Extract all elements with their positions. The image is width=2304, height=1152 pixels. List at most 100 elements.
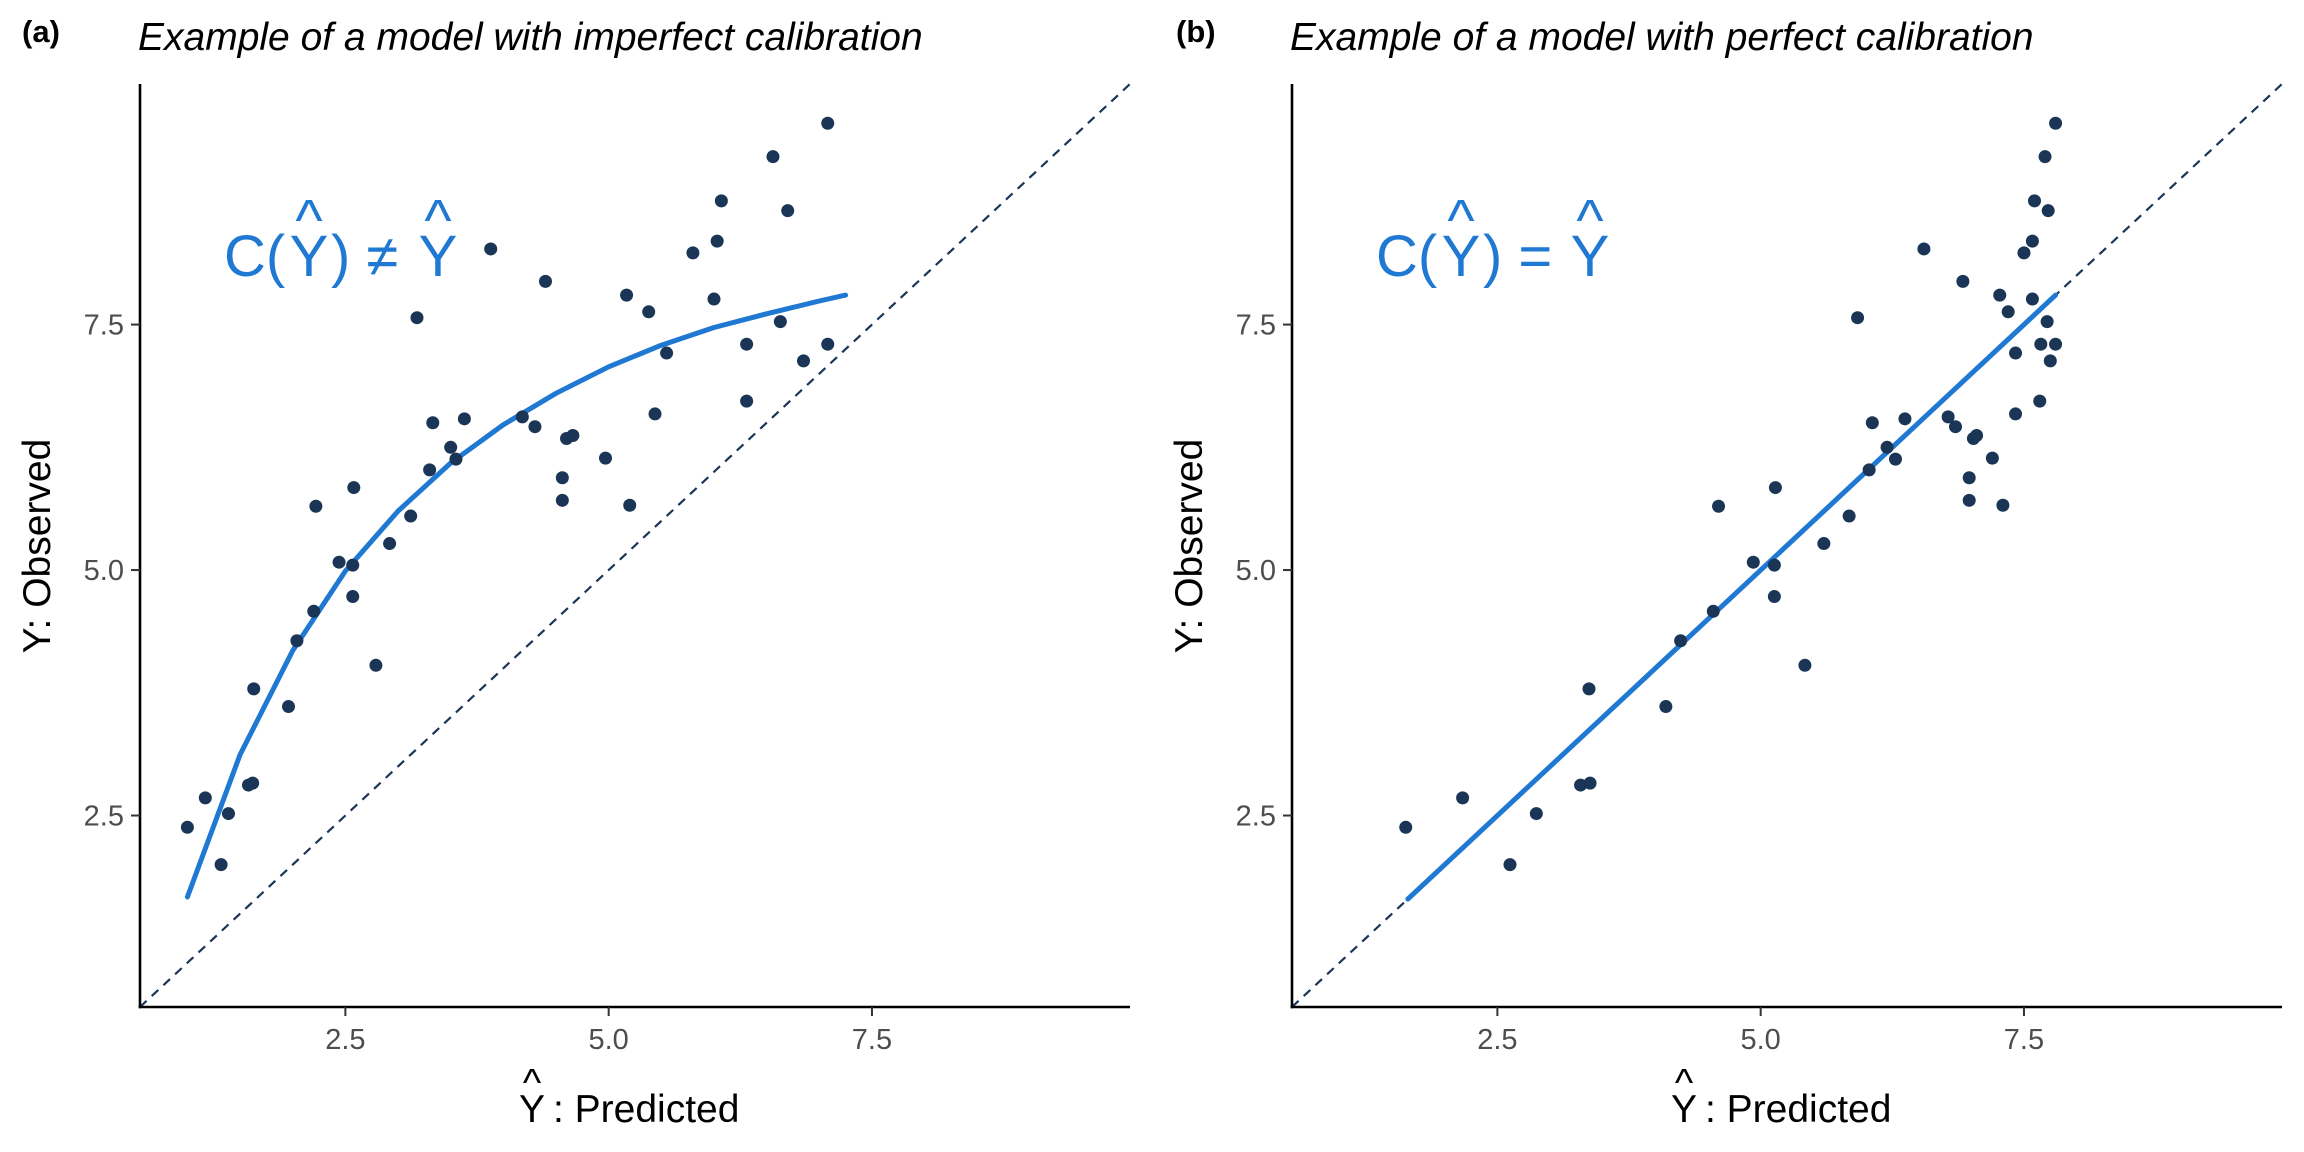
panel-b-data-point — [2049, 116, 2063, 130]
panel-a-data-point — [773, 315, 787, 329]
panel-b-tag: (b) — [1176, 14, 1216, 49]
panel-b-data-point — [1993, 288, 2007, 302]
panel-a-annotation-prefix: C( — [224, 224, 285, 289]
panel-b-data-point — [1503, 858, 1517, 872]
panel-b-data-point — [2009, 407, 2023, 421]
panel-b-data-point — [1582, 682, 1596, 696]
panel-b-data-point — [1970, 429, 1984, 443]
panel-a-annotation-hat: ^ — [295, 188, 322, 253]
panel-a-data-point — [309, 499, 323, 513]
panel-a-data-point — [290, 634, 304, 648]
panel-b-data-point — [2033, 394, 2047, 408]
panel-a-data-point — [781, 204, 795, 218]
panel-a-data-point — [528, 420, 542, 434]
panel-a-annotation-symbol: Y — [290, 224, 329, 289]
panel-a-data-point — [660, 346, 674, 360]
panel-a-y-tick-label: 2.5 — [84, 801, 124, 833]
panel-a-data-point — [821, 116, 835, 130]
panel-b-plot-area: 2.5 5.0 7.5 2.5 5.0 7.5 — [1236, 83, 2283, 1056]
panel-b-data-point — [2028, 194, 2041, 208]
panel-b-data-point — [1817, 537, 1831, 551]
panel-b-data-point — [1456, 791, 1470, 805]
panel-a-calibration-curve — [184, 292, 849, 900]
panel-b-data-point — [2009, 346, 2023, 360]
panel-b-data-point — [2025, 292, 2039, 306]
panel-a-data-point — [282, 700, 295, 714]
panel-a-tag: (a) — [22, 14, 60, 49]
panel-a-data-point — [369, 658, 383, 672]
panel-b-x-axis-title: Y ^ : Predicted — [1671, 1062, 1891, 1131]
panel-a-data-point — [410, 311, 424, 325]
panel-b-data-point — [1767, 558, 1781, 572]
panel-a-x-tick-label: 2.5 — [325, 1024, 365, 1056]
panel-a-data-point — [642, 305, 656, 319]
panel-b-data-point — [1956, 274, 1970, 288]
panel-a-data-point — [346, 558, 360, 572]
panel-b-data-point — [1962, 471, 1976, 485]
panel-b-data-point — [1746, 555, 1760, 569]
panel-a-data-point — [221, 807, 235, 821]
panel-b-annotation-hat: ^ — [1447, 188, 1474, 253]
panel-a-y-tick-label: 7.5 — [84, 310, 124, 342]
panel-b-data-point — [1712, 499, 1726, 513]
panel-a-y-tick-label: 5.0 — [84, 555, 124, 587]
panel-b-data-point — [2040, 315, 2054, 329]
panel-a-annotation: C( Y ^ ) ≠ Y ^ — [224, 188, 457, 289]
panel-b-annotation-prefix: C( — [1376, 224, 1437, 289]
panel-b-data-point — [1996, 498, 2010, 512]
panel-b-data-point — [1917, 242, 1931, 256]
panel-b-data-point — [1706, 604, 1720, 618]
panel-a-annotation-mid: ) ≠ — [331, 224, 398, 289]
panel-a-data-point — [484, 242, 498, 256]
panel-a-data-point — [332, 555, 346, 569]
panel-b-data-point — [1962, 493, 1976, 507]
panel-a-x-axis-text: : Predicted — [553, 1088, 739, 1131]
panel-b-x-tick-label: 2.5 — [1477, 1024, 1517, 1056]
panel-b-data-point — [2049, 337, 2063, 351]
panel-a-data-point — [214, 858, 228, 872]
panel-b-annotation-symbol-2: Y — [1571, 224, 1610, 289]
panel-b-annotation-hat-2: ^ — [1576, 188, 1603, 253]
panel-a-data-point — [444, 440, 458, 454]
panel-b-data-point — [1898, 412, 1912, 426]
panel-b-data-point — [1985, 451, 1999, 465]
panel-b-data-point — [1768, 481, 1782, 495]
panel-a-data-point — [599, 451, 613, 465]
panel-b-data-point — [2001, 305, 2015, 319]
panel-a-data-point — [423, 463, 437, 477]
panel-b-data-point — [1851, 311, 1865, 325]
panel-b-data-point — [2041, 204, 2055, 218]
panel-a: (a) Example of a model with imperfect ca… — [16, 14, 1131, 1131]
panel-a-data-point — [404, 509, 418, 523]
panel-a-data-point — [821, 337, 835, 351]
panel-a-data-point — [555, 471, 569, 485]
panel-a-data-point — [426, 416, 440, 430]
panel-b-data-point — [1941, 410, 1955, 424]
panel-a-data-point — [740, 394, 754, 408]
panel-b-data-point — [1674, 634, 1688, 648]
panel-a-annotation-symbol-2: Y — [419, 224, 458, 289]
panel-b-y-tick-label: 5.0 — [1236, 555, 1276, 587]
panel-b-y-axis-title: Y: Observed — [1168, 439, 1211, 654]
panel-a-y-axis-title: Y: Observed — [16, 439, 59, 654]
panel-b-annotation-mid: ) = — [1483, 224, 1552, 289]
panel-b-data-point — [2025, 234, 2039, 248]
panel-b-data-point — [1529, 807, 1543, 821]
panel-b-data-point — [1888, 452, 1902, 466]
panel-a-data-point — [555, 493, 569, 507]
panel-b-data-point — [1880, 440, 1894, 454]
panel-a-data-point — [180, 820, 194, 834]
panel-b-x-axis-text: : Predicted — [1705, 1088, 1891, 1131]
panel-b-data-point — [1399, 820, 1413, 834]
panel-a-data-point — [247, 682, 261, 696]
panel-a-data-point — [648, 407, 662, 421]
panel-b-data-point — [1659, 700, 1673, 714]
panel-a-title: Example of a model with imperfect calibr… — [138, 16, 923, 59]
panel-b-calibration-curve — [1405, 292, 2059, 902]
panel-a-data-point — [707, 292, 721, 306]
panel-b-title: Example of a model with perfect calibrat… — [1290, 16, 2034, 59]
panel-b-x-tick-label: 7.5 — [2004, 1024, 2044, 1056]
panel-a-data-point — [710, 234, 724, 248]
panel-b-x-tick-label: 5.0 — [1741, 1024, 1781, 1056]
